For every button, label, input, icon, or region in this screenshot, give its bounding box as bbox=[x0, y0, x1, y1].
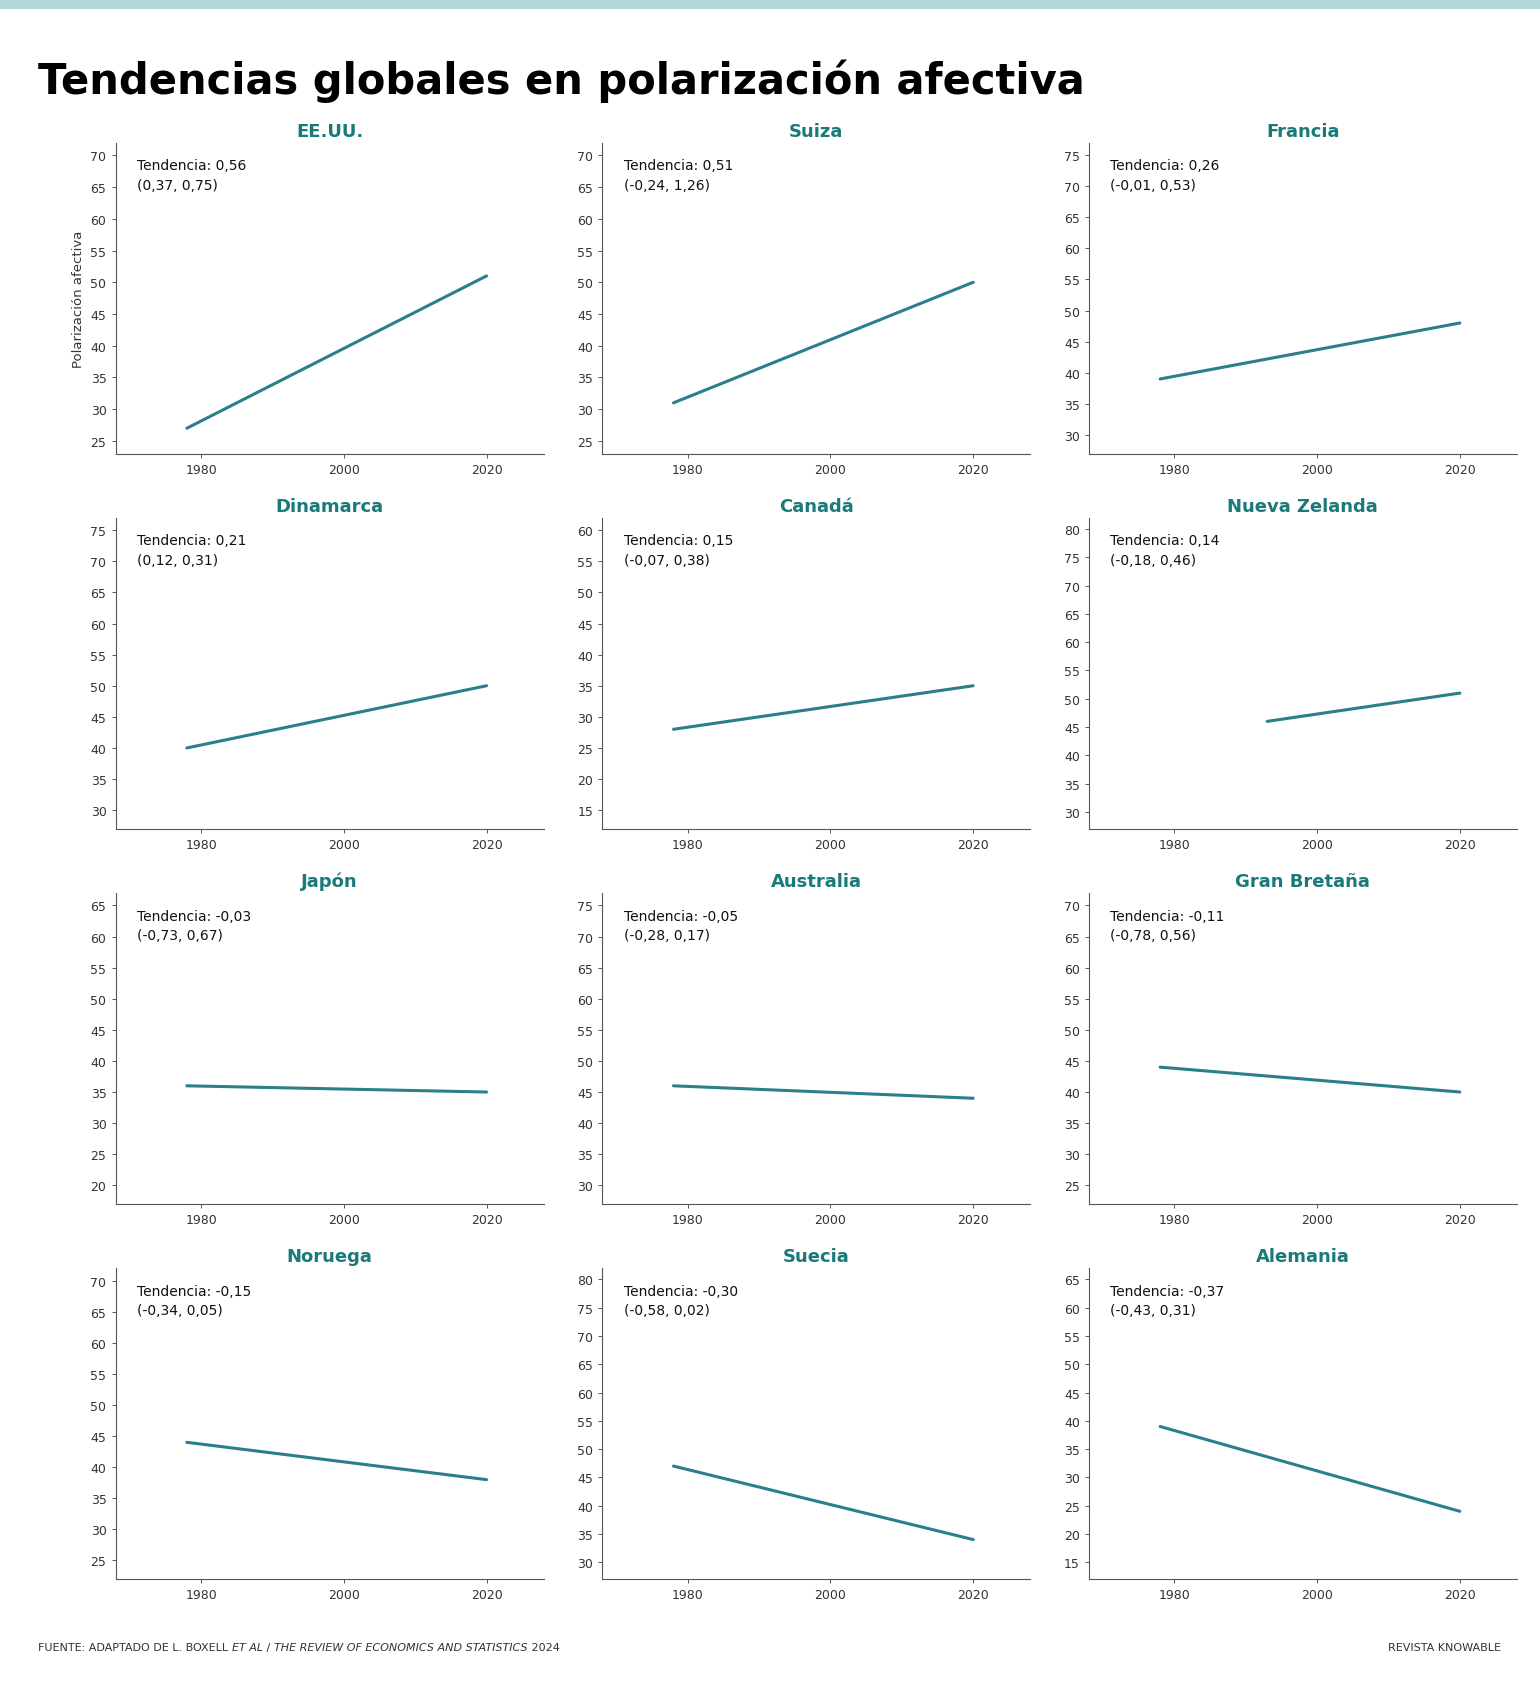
Title: Suecia: Suecia bbox=[782, 1248, 850, 1265]
Text: Tendencia: -0,03
(-0,73, 0,67): Tendencia: -0,03 (-0,73, 0,67) bbox=[137, 909, 251, 942]
Text: Tendencia: -0,11
(-0,78, 0,56): Tendencia: -0,11 (-0,78, 0,56) bbox=[1110, 909, 1224, 942]
Title: Canadá: Canadá bbox=[779, 498, 853, 515]
Title: Gran Bretaña: Gran Bretaña bbox=[1235, 873, 1371, 890]
Text: ET AL: ET AL bbox=[233, 1642, 263, 1652]
Text: Tendencias globales en polarización afectiva: Tendencias globales en polarización afec… bbox=[38, 59, 1086, 103]
Title: EE.UU.: EE.UU. bbox=[296, 123, 363, 140]
Text: Tendencia: 0,56
(0,37, 0,75): Tendencia: 0,56 (0,37, 0,75) bbox=[137, 159, 246, 193]
Text: Tendencia: -0,37
(-0,43, 0,31): Tendencia: -0,37 (-0,43, 0,31) bbox=[1110, 1284, 1224, 1317]
Title: Japón: Japón bbox=[302, 872, 357, 890]
Title: Alemania: Alemania bbox=[1257, 1248, 1349, 1265]
Title: Noruega: Noruega bbox=[286, 1248, 373, 1265]
Text: Tendencia: 0,14
(-0,18, 0,46): Tendencia: 0,14 (-0,18, 0,46) bbox=[1110, 534, 1220, 568]
Title: Suiza: Suiza bbox=[788, 123, 844, 140]
Text: /: / bbox=[263, 1642, 274, 1652]
Text: Tendencia: -0,05
(-0,28, 0,17): Tendencia: -0,05 (-0,28, 0,17) bbox=[624, 909, 738, 942]
Text: Tendencia: -0,15
(-0,34, 0,05): Tendencia: -0,15 (-0,34, 0,05) bbox=[137, 1284, 251, 1317]
Text: Tendencia: 0,21
(0,12, 0,31): Tendencia: 0,21 (0,12, 0,31) bbox=[137, 534, 246, 568]
Title: Nueva Zelanda: Nueva Zelanda bbox=[1227, 498, 1378, 515]
Text: 2024: 2024 bbox=[528, 1642, 559, 1652]
Text: Tendencia: -0,30
(-0,58, 0,02): Tendencia: -0,30 (-0,58, 0,02) bbox=[624, 1284, 738, 1317]
Text: Tendencia: 0,26
(-0,01, 0,53): Tendencia: 0,26 (-0,01, 0,53) bbox=[1110, 159, 1220, 193]
Title: Francia: Francia bbox=[1266, 123, 1340, 140]
Text: THE REVIEW OF ECONOMICS AND STATISTICS: THE REVIEW OF ECONOMICS AND STATISTICS bbox=[274, 1642, 528, 1652]
Text: Tendencia: 0,51
(-0,24, 1,26): Tendencia: 0,51 (-0,24, 1,26) bbox=[624, 159, 733, 193]
Title: Dinamarca: Dinamarca bbox=[276, 498, 383, 515]
Y-axis label: Polarización afectiva: Polarización afectiva bbox=[72, 230, 85, 368]
Text: REVISTA KNOWABLE: REVISTA KNOWABLE bbox=[1389, 1642, 1501, 1652]
Text: FUENTE: ADAPTADO DE L. BOXELL: FUENTE: ADAPTADO DE L. BOXELL bbox=[38, 1642, 233, 1652]
Text: Tendencia: 0,15
(-0,07, 0,38): Tendencia: 0,15 (-0,07, 0,38) bbox=[624, 534, 733, 568]
Title: Australia: Australia bbox=[770, 873, 862, 890]
